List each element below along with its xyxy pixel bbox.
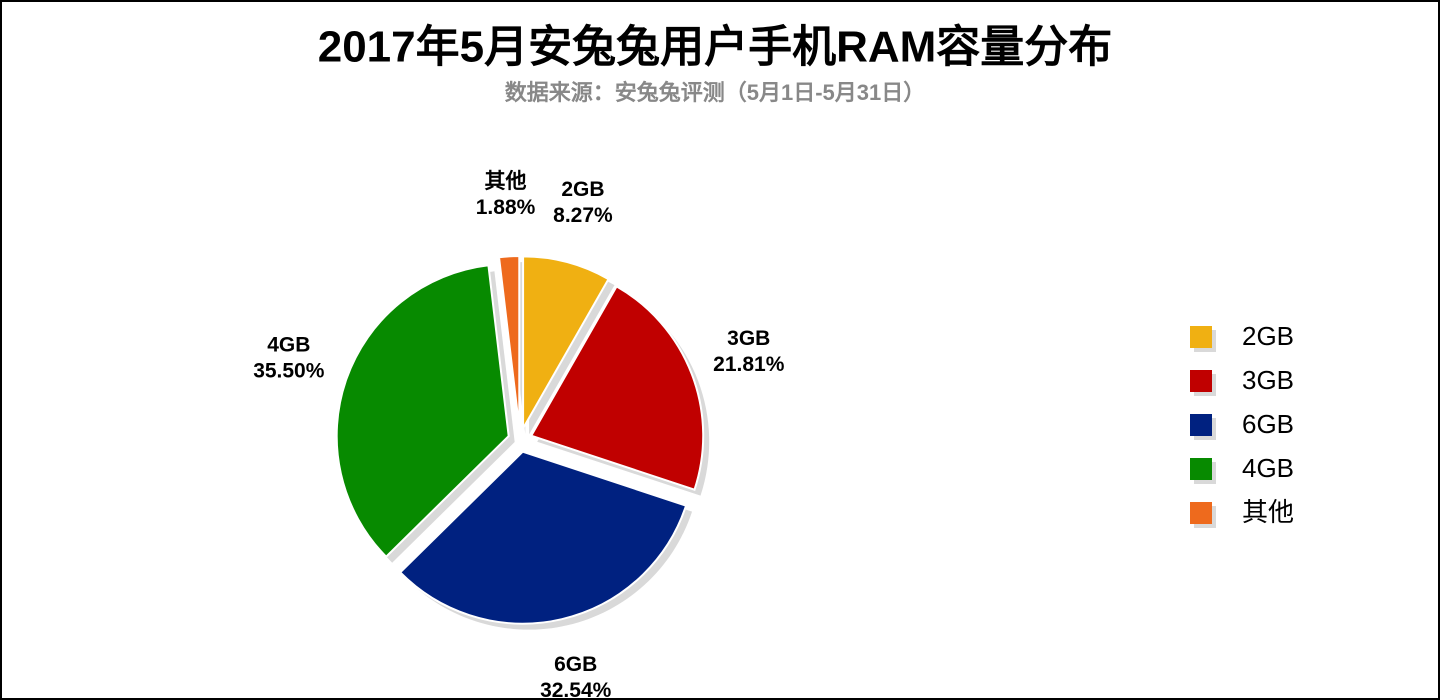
slice (335, 264, 510, 559)
legend-label: 其他 (1242, 497, 1294, 527)
data-label-name: 2GB (561, 178, 604, 201)
slice (497, 255, 521, 429)
legend-label: 2GB (1242, 321, 1294, 351)
legend-label: 4GB (1242, 453, 1294, 483)
chart-subtitle: 数据来源：安兔兔评测（5月1日-5月31日） (505, 80, 926, 105)
legend-swatch (1190, 502, 1212, 524)
legend-label: 6GB (1242, 409, 1294, 439)
data-label-value: 35.50% (253, 359, 325, 382)
slice (522, 255, 610, 433)
legend-label: 3GB (1242, 365, 1294, 395)
data-label-value: 1.88% (476, 196, 536, 219)
data-label-value: 21.81% (713, 353, 785, 376)
legend-swatch (1190, 414, 1212, 436)
legend-swatch (1190, 458, 1212, 480)
data-label-name: 3GB (727, 327, 770, 350)
data-label-name: 6GB (554, 653, 597, 676)
data-label-value: 8.27% (553, 204, 613, 227)
data-label-name: 4GB (267, 333, 310, 356)
slice (529, 285, 705, 491)
legend-swatch (1190, 326, 1212, 348)
data-label-name: 其他 (485, 169, 527, 193)
legend-swatch (1190, 370, 1212, 392)
chart-title: 2017年5月安兔兔用户手机RAM容量分布 (318, 23, 1113, 72)
slice (398, 450, 688, 625)
data-label-value: 32.54% (540, 679, 612, 700)
